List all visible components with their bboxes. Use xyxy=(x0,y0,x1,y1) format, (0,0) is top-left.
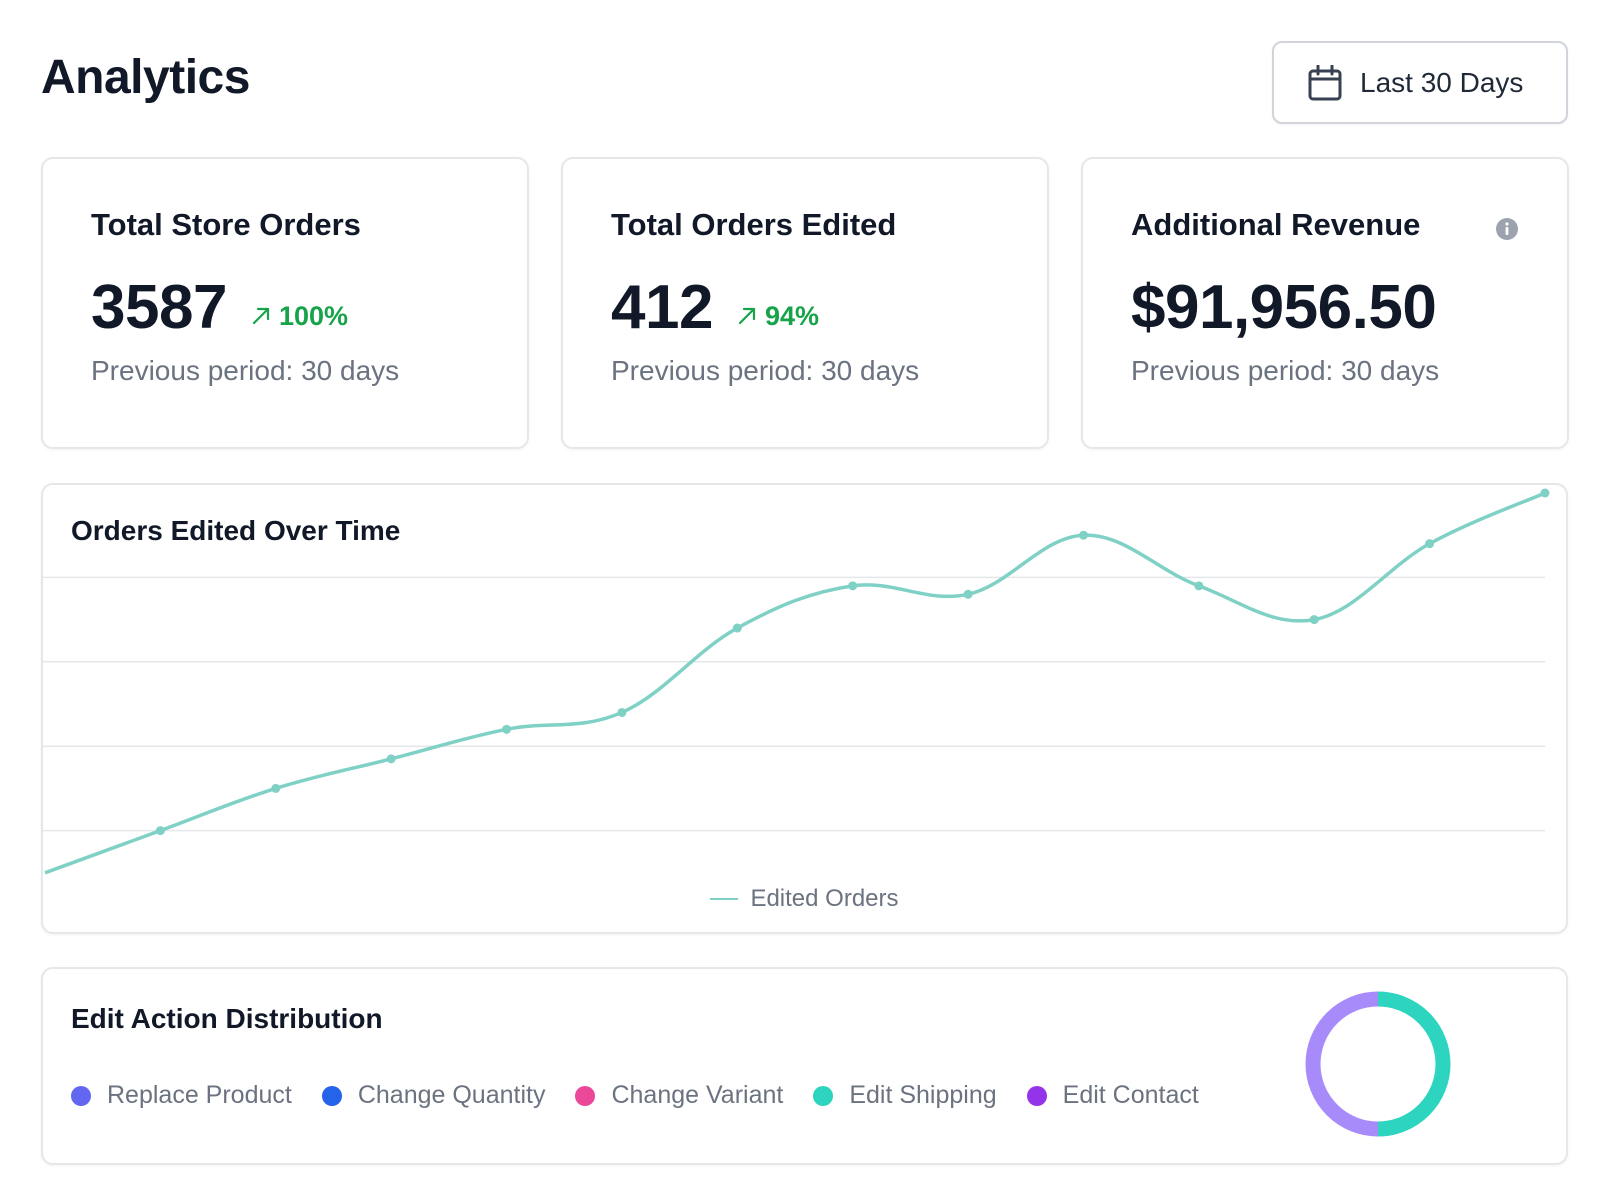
stat-title: Total Orders Edited xyxy=(611,207,897,242)
stat-value: $91,956.50 xyxy=(1131,273,1437,342)
legend-label: Change Variant xyxy=(611,1081,784,1109)
data-point[interactable] xyxy=(732,623,742,633)
donut-chart xyxy=(1305,991,1451,1137)
distribution-title: Edit Action Distribution xyxy=(71,1003,383,1034)
arrow-up-right-icon xyxy=(252,307,270,325)
orders-edited-chart-card: Orders Edited Over Time Edited Orders xyxy=(41,483,1568,934)
legend-dot xyxy=(71,1085,91,1106)
arrow-up-right-icon xyxy=(738,307,756,325)
legend-item-edit-contact[interactable]: Edit Contact xyxy=(1026,1081,1199,1110)
donut-segment-edit-shipping[interactable] xyxy=(1377,991,1451,1137)
data-point[interactable] xyxy=(155,826,165,836)
legend-item-change-variant[interactable]: Change Variant xyxy=(575,1081,783,1110)
data-point[interactable] xyxy=(386,754,396,764)
legend-label-edited-orders: Edited Orders xyxy=(750,885,899,912)
data-point[interactable] xyxy=(848,581,858,591)
stat-change-value: 100% xyxy=(278,300,348,331)
legend-dot xyxy=(575,1085,596,1106)
legend-label: Replace Product xyxy=(107,1081,292,1109)
distribution-legend: Replace Product Change Quantity Change Var… xyxy=(71,1081,1229,1110)
stat-value: 3587 xyxy=(91,273,227,342)
legend-label: Change Quantity xyxy=(357,1081,546,1109)
legend-item-replace-product[interactable]: Replace Product xyxy=(71,1081,292,1110)
stat-change: 100% xyxy=(249,301,348,332)
data-point[interactable] xyxy=(1078,530,1088,540)
legend-item-change-quantity[interactable]: Change Quantity xyxy=(321,1081,546,1110)
legend-label: Edit Contact xyxy=(1062,1081,1199,1109)
series-line-edited-orders xyxy=(44,491,1546,875)
chart-title: Orders Edited Over Time xyxy=(71,515,401,546)
legend-dot xyxy=(321,1085,342,1106)
stat-subtitle: Previous period: 30 days xyxy=(611,355,920,386)
legend-label: Edit Shipping xyxy=(849,1081,997,1109)
stat-change-value: 94% xyxy=(764,300,819,331)
line-chart xyxy=(43,488,1550,875)
data-point[interactable] xyxy=(1425,539,1435,549)
page-title: Analytics xyxy=(41,51,250,104)
legend-swatch xyxy=(710,898,739,900)
data-point[interactable] xyxy=(502,724,512,734)
stat-title: Additional Revenue xyxy=(1131,207,1421,242)
data-point[interactable] xyxy=(1540,488,1550,498)
data-point[interactable] xyxy=(617,707,627,717)
stat-card-additional-revenue: Additional Revenue $91,956.50 Previous p… xyxy=(1081,157,1569,449)
data-point[interactable] xyxy=(1309,615,1319,625)
legend-dot xyxy=(1026,1085,1047,1106)
info-icon[interactable] xyxy=(1495,217,1519,241)
date-range-label: Last 30 Days xyxy=(1360,66,1524,98)
data-point[interactable] xyxy=(963,589,973,599)
stat-subtitle: Previous period: 30 days xyxy=(91,355,400,386)
stat-card-total-orders-edited: Total Orders Edited 412 94% Previous per… xyxy=(561,157,1049,449)
edit-action-distribution-card: Edit Action Distribution Replace Product… xyxy=(41,967,1568,1165)
stat-title: Total Store Orders xyxy=(91,207,361,242)
stat-value: 412 xyxy=(611,273,713,342)
stat-subtitle: Previous period: 30 days xyxy=(1131,355,1440,386)
calendar-icon xyxy=(1308,64,1342,100)
chart-legend[interactable]: Edited Orders xyxy=(43,885,1566,913)
stat-change: 94% xyxy=(735,301,819,332)
legend-dot xyxy=(813,1085,834,1106)
data-point[interactable] xyxy=(271,783,281,793)
donut-segment-edit-contact[interactable] xyxy=(1305,991,1379,1137)
legend-item-edit-shipping[interactable]: Edit Shipping xyxy=(813,1081,997,1110)
data-point[interactable] xyxy=(1194,581,1204,591)
stat-card-total-store-orders: Total Store Orders 3587 100% Previous pe… xyxy=(41,157,529,449)
date-range-button[interactable]: Last 30 Days xyxy=(1272,41,1568,124)
